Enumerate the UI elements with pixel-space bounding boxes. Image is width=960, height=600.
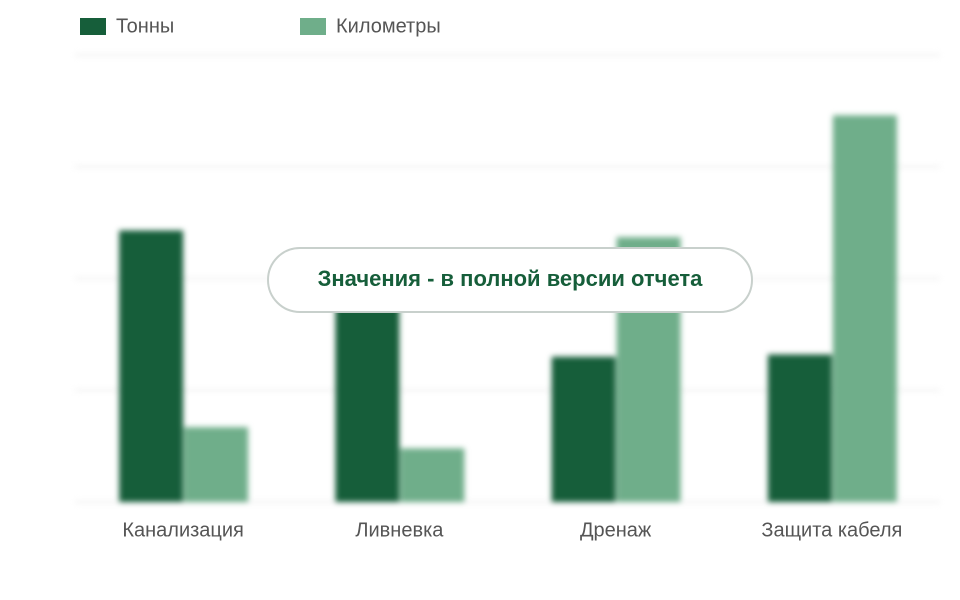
bar — [832, 115, 897, 502]
bar — [119, 230, 184, 502]
x-tick-label: Канализация — [122, 519, 244, 541]
labels: Тонны Километры Канализация Ливневка Дренаж З… — [80, 15, 902, 541]
legend-swatch — [300, 18, 326, 35]
x-tick-label: Ливневка — [355, 519, 444, 541]
plot — [75, 54, 940, 503]
overlay-text: Значения - в полной версии отчета — [318, 266, 704, 291]
x-tick-label: Защита кабеля — [761, 519, 902, 541]
overlay-box — [267, 247, 753, 313]
bar — [184, 427, 249, 502]
bar — [400, 448, 465, 502]
bar — [335, 299, 400, 502]
legend-swatch — [80, 18, 106, 35]
overlay: Значения - в полной версии отчета — [267, 247, 753, 313]
bar — [767, 354, 832, 502]
legend-label: Километры — [336, 15, 441, 37]
legend-label: Тонны — [116, 15, 174, 37]
x-tick-label: Дренаж — [580, 519, 652, 541]
bar — [551, 356, 616, 502]
